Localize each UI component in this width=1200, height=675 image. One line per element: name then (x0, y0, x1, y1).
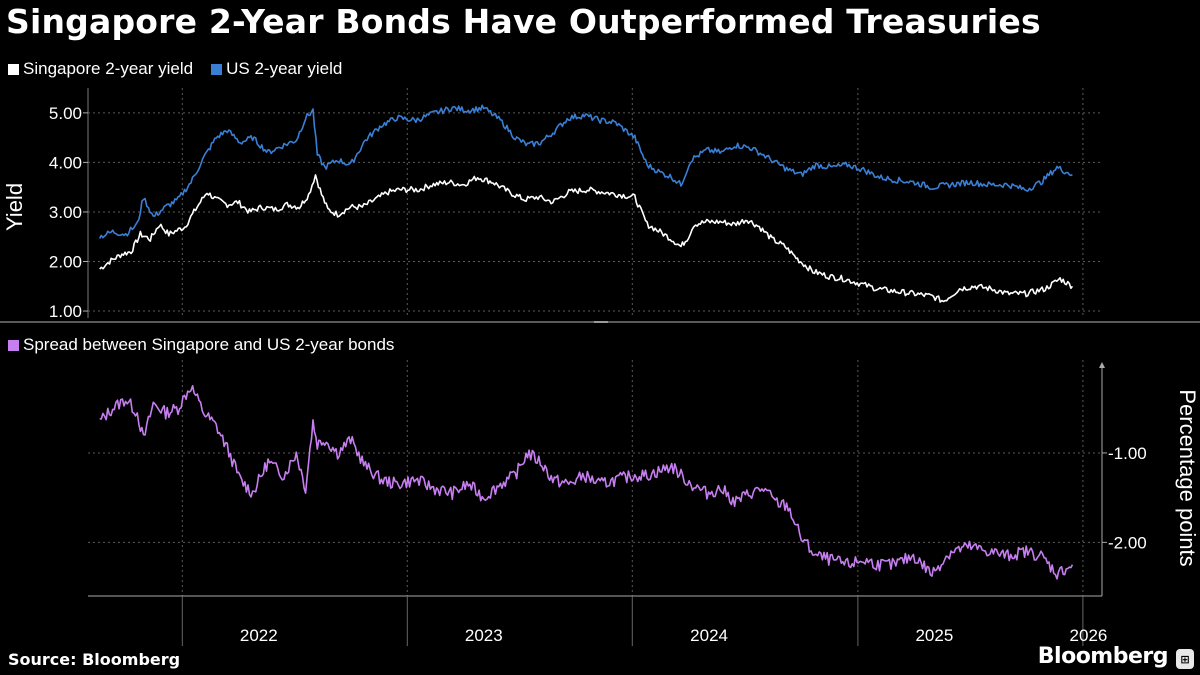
legend-swatch-spread (8, 339, 19, 351)
bottom-y-axis-title: Percentage points (1175, 389, 1200, 566)
x-tick-label: 2022 (240, 626, 278, 645)
top-y-axis-title: Yield (2, 183, 27, 231)
legend-item-singapore: Singapore 2-year yield (8, 59, 193, 79)
info-badge-icon[interactable]: ⊞ (1176, 649, 1194, 669)
chart-title: Singapore 2-Year Bonds Have Outperformed… (6, 2, 1041, 41)
legend-label-singapore: Singapore 2-year yield (23, 59, 194, 78)
top-y-tick-label: 5.00 (49, 104, 82, 123)
x-tick-label: 2024 (690, 626, 728, 645)
bloomberg-logo: Bloomberg (1037, 644, 1169, 669)
us-yield-line (98, 104, 1073, 239)
x-tick-label: 2023 (465, 626, 503, 645)
source-note: Source: Bloomberg (8, 650, 181, 669)
top-y-tick-label: 4.00 (49, 153, 82, 172)
top-y-tick-label: 1.00 (49, 302, 82, 321)
legend-swatch-us (211, 63, 223, 75)
legend-label-us: US 2-year yield (226, 59, 343, 78)
bottom-y-axis-arrow (1099, 362, 1105, 368)
bottom-y-tick-label: -2.00 (1108, 533, 1147, 552)
legend-swatch-singapore (8, 63, 19, 75)
singapore-yield-line (99, 174, 1074, 303)
legend-item-us: US 2-year yield (211, 59, 342, 79)
spread-line (99, 385, 1074, 580)
bottom-legend: Spread between Singapore and US 2-year b… (8, 335, 412, 355)
top-y-tick-label: 3.00 (49, 203, 82, 222)
x-tick-label: 2025 (915, 626, 953, 645)
top-y-tick-label: 2.00 (49, 253, 82, 272)
bottom-y-tick-label: -1.00 (1108, 444, 1147, 463)
legend-label-spread: Spread between Singapore and US 2-year b… (23, 335, 395, 354)
legend-item-spread: Spread between Singapore and US 2-year b… (8, 335, 394, 355)
panel-resize-handle[interactable] (594, 321, 608, 323)
x-tick-label: 2026 (1070, 626, 1108, 645)
top-legend: Singapore 2-year yield US 2-year yield (8, 59, 360, 79)
